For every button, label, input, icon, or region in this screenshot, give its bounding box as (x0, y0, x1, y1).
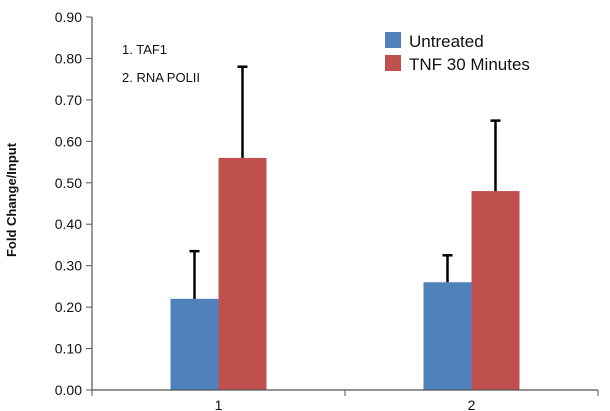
bar-untreated-1 (170, 298, 219, 390)
x-tick-label: 2 (468, 397, 476, 411)
bar-tnf-2 (471, 191, 520, 390)
annotation-line-2: 2. RNA POLII (122, 70, 200, 85)
legend-swatch-untreated (385, 32, 401, 48)
bars (170, 65, 520, 390)
legend-swatch-tnf (385, 55, 401, 71)
annotation-box: 1. TAF1 2. RNA POLII (122, 42, 200, 85)
x-tick-label: 1 (215, 397, 223, 411)
legend-label-tnf: TNF 30 Minutes (409, 55, 530, 74)
legend-label-untreated: Untreated (409, 32, 484, 51)
y-tick-label: 0.90 (55, 9, 82, 25)
y-tick-label: 0.80 (55, 50, 82, 66)
y-axis-ticks: 0.00 0.10 0.20 0.30 0.40 0.50 0.60 0.70 0.80 0.90 (55, 9, 92, 398)
y-tick-label: 0.20 (55, 299, 82, 315)
bar-tnf-1 (218, 157, 267, 390)
y-tick-label: 0.70 (55, 92, 82, 108)
annotation-line-1: 1. TAF1 (122, 42, 167, 57)
legend: Untreated TNF 30 Minutes (385, 32, 530, 74)
y-tick-label: 0.00 (55, 382, 82, 398)
y-tick-label: 0.10 (55, 341, 82, 357)
y-axis-label: Fold Change/Input (4, 142, 19, 257)
y-tick-label: 0.60 (55, 133, 82, 149)
bar-untreated-2 (423, 282, 472, 390)
y-tick-label: 0.40 (55, 216, 82, 232)
y-tick-label: 0.50 (55, 175, 82, 191)
y-tick-label: 0.30 (55, 258, 82, 274)
